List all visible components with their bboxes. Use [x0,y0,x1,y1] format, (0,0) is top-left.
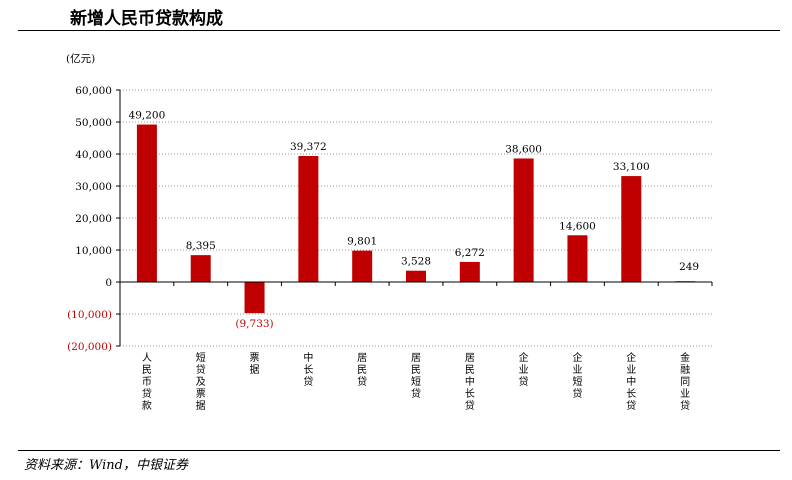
category-label-char: 长 [303,364,313,376]
category-label-char: 长 [465,388,475,400]
source-note: 资料来源：Wind，中银证券 [24,458,188,473]
y-axis-label: (亿元) [66,52,95,65]
category-label-char: 业 [680,388,690,400]
footer-divider [18,450,780,451]
category-label-char: 贷 [680,399,690,412]
bar [459,261,480,282]
data-label: 33,100 [613,161,650,173]
category-label-char: 中 [465,375,475,388]
bar [406,270,426,282]
category-label-char: 贷 [519,375,529,388]
category-label-char: 短 [572,375,582,388]
data-label: 249 [679,261,699,273]
bar [136,124,157,282]
category-label-char: 民 [357,364,367,376]
category-label-char: 业 [572,364,582,376]
category-label-char: 贷 [196,363,206,376]
category-label-char: 短 [196,351,206,364]
category-label-char: 人 [142,352,152,364]
data-label: 8,395 [186,240,216,252]
data-label: 6,272 [455,247,485,259]
category-label-char: 居 [411,352,421,364]
category-label-char: 民 [465,364,475,376]
category-labels: 人民币贷款短贷及票据票据中长贷居民贷居民短贷居民中长贷企业贷企业短贷企业中长贷金… [142,351,690,412]
bar [352,250,373,282]
bar [298,156,319,282]
category-label-char: 贷 [572,387,582,400]
category-label-char: 及 [196,376,206,388]
title-divider [18,30,780,31]
category-label-char: 贷 [411,387,421,400]
category-label-char: 居 [465,352,475,364]
y-tick-label: 60,000 [75,85,112,97]
y-tick-label: 40,000 [75,149,112,161]
category-label-char: 贷 [465,399,475,412]
category-label-char: 中 [626,375,636,388]
category-label-char: 居 [357,352,367,364]
category-label-char: 同 [680,376,690,388]
y-tick-label: (20,000) [67,341,112,353]
page-title: 新增人民币贷款构成 [70,9,223,29]
bar [513,158,534,282]
y-tick-label: 30,000 [75,181,112,193]
category-label-char: 中 [303,351,313,364]
category-label-char: 票 [196,388,206,400]
category-label-char: 贷 [357,375,367,388]
category-label-char: 票 [250,352,260,364]
y-tick-label: 50,000 [75,117,112,129]
category-label-char: 金 [680,351,690,364]
bar [621,176,642,282]
category-label-char: 民 [411,364,421,376]
y-tick-label: 0 [105,277,112,289]
data-labels: 49,200 8,395 (9,733) 39,372 9,801 3,528 6,272 3… [129,110,700,331]
category-label-char: 民 [142,364,152,376]
axes [116,89,713,347]
category-label-char: 业 [519,364,529,376]
category-label-char: 企 [626,351,636,364]
data-label: 38,600 [505,143,542,155]
category-label-char: 企 [572,351,582,364]
data-label: 49,200 [129,110,166,122]
data-label: 3,528 [401,256,431,268]
bars [136,124,696,314]
data-label: (9,733) [235,318,273,330]
category-label-char: 币 [142,376,152,388]
bar [244,282,265,314]
bar [190,255,211,282]
bar [567,235,588,282]
category-label-char: 贷 [626,399,636,412]
y-tick-label: 20,000 [75,213,112,225]
data-label: 9,801 [347,236,377,248]
category-label-char: 企 [519,351,529,364]
category-label-char: 据 [196,399,206,412]
category-label-char: 长 [626,388,636,400]
y-tick-label: (10,000) [67,309,112,321]
y-tick-labels: 60,000 50,000 40,000 30,000 20,000 10,000 0 (10… [67,85,112,353]
data-label: 39,372 [290,141,327,153]
category-label-char: 据 [250,363,260,376]
category-label-char: 款 [142,399,152,412]
category-label-char: 短 [411,375,421,388]
category-label-char: 业 [626,364,636,376]
data-label: 14,600 [559,220,596,232]
category-label-char: 贷 [303,375,313,388]
y-tick-label: 10,000 [75,245,112,257]
category-label-char: 融 [680,364,690,376]
category-label-char: 贷 [142,387,152,400]
bar-chart: (亿元) 60,000 50,000 40,000 30,000 20,000 10,00… [66,52,713,412]
